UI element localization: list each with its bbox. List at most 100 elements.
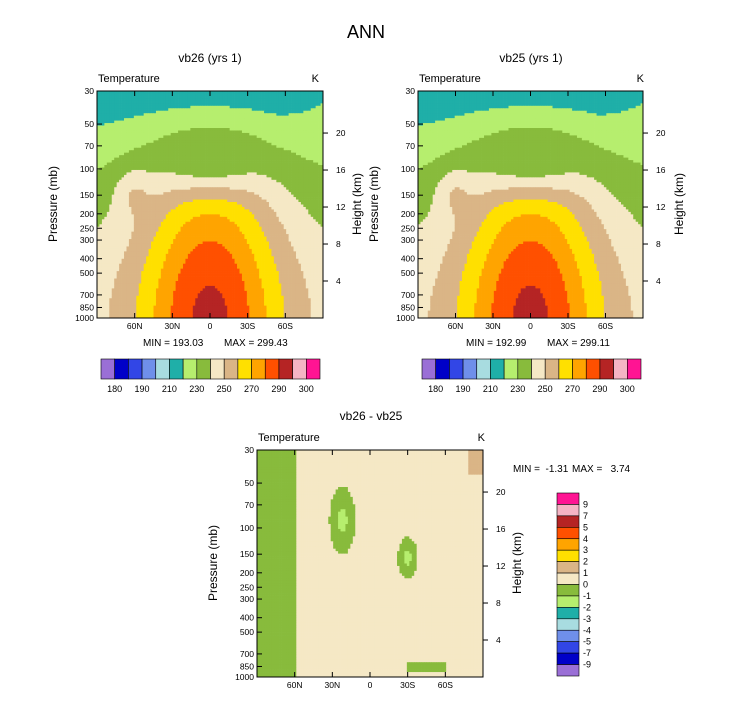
contour-cell	[208, 126, 211, 129]
contour-cell	[168, 126, 171, 129]
contour-cell	[259, 123, 262, 126]
contour-cell	[242, 108, 245, 111]
contour-cell	[212, 123, 215, 126]
contour-cell	[168, 98, 171, 101]
contour-cell	[190, 130, 193, 133]
contour-cell	[306, 140, 309, 143]
contour-cell	[107, 118, 110, 121]
contour-cell	[146, 96, 149, 99]
contour-cell	[298, 113, 301, 116]
contour-cell	[139, 126, 142, 129]
contour-cell	[117, 96, 120, 99]
contour-cell	[274, 130, 277, 133]
contour-cell	[262, 143, 265, 146]
contour-cell	[242, 116, 245, 119]
contour-cell	[119, 116, 122, 119]
contour-cell	[276, 111, 279, 114]
contour-cell	[129, 128, 132, 131]
contour-cell	[217, 126, 220, 129]
contour-cell	[279, 123, 282, 126]
contour-cell	[303, 135, 306, 138]
contour-cell	[284, 96, 287, 99]
contour-cell	[252, 138, 255, 141]
contour-cell	[306, 130, 309, 133]
contour-cell	[222, 103, 225, 106]
contour-cell	[154, 135, 157, 138]
contour-cell	[171, 138, 174, 141]
contour-cell	[129, 130, 132, 133]
contour-cell	[173, 140, 176, 143]
contour-cell	[158, 121, 161, 124]
contour-cell	[306, 121, 309, 124]
contour-cell	[117, 130, 120, 133]
contour-cell	[173, 138, 176, 141]
contour-cell	[141, 126, 144, 129]
contour-cell	[289, 140, 292, 143]
contour-cell	[161, 126, 164, 129]
contour-cell	[269, 128, 272, 131]
contour-cell	[129, 106, 132, 109]
contour-cell	[232, 96, 235, 99]
contour-cell	[301, 103, 304, 106]
contour-cell	[281, 121, 284, 124]
contour-cell	[176, 135, 179, 138]
contour-cell	[178, 128, 181, 131]
contour-cell	[178, 143, 181, 146]
contour-cell	[176, 108, 179, 111]
contour-cell	[102, 93, 105, 96]
contour-cell	[171, 128, 174, 131]
contour-cell	[188, 106, 191, 109]
contour-cell	[276, 140, 279, 143]
contour-cell	[166, 118, 169, 121]
contour-cell	[276, 138, 279, 141]
contour-cell	[210, 140, 213, 143]
contour-cell	[149, 138, 152, 141]
contour-cell	[183, 103, 186, 106]
contour-cell	[254, 143, 257, 146]
contour-cell	[114, 143, 117, 146]
contour-cell	[161, 138, 164, 141]
contour-cell	[200, 101, 203, 104]
contour-cell	[235, 138, 238, 141]
contour-cell	[154, 121, 157, 124]
contour-cell	[291, 93, 294, 96]
contour-cell	[286, 135, 289, 138]
contour-cell	[134, 135, 137, 138]
contour-cell	[311, 121, 314, 124]
contour-cell	[254, 106, 257, 109]
contour-cell	[203, 123, 206, 126]
contour-cell	[144, 123, 147, 126]
contour-cell	[183, 106, 186, 109]
contour-cell	[318, 111, 321, 114]
contour-cell	[271, 121, 274, 124]
contour-cell	[296, 96, 299, 99]
contour-cell	[139, 116, 142, 119]
contour-cell	[269, 118, 272, 121]
contour-cell	[190, 143, 193, 146]
contour-cell	[254, 98, 257, 101]
contour-cell	[163, 111, 166, 114]
contour-cell	[294, 121, 297, 124]
contour-cell	[124, 116, 127, 119]
contour-cell	[195, 140, 198, 143]
contour-cell	[104, 140, 107, 143]
contour-cell	[203, 121, 206, 124]
contour-cell	[109, 130, 112, 133]
contour-cell	[244, 135, 247, 138]
contour-cell	[188, 118, 191, 121]
contour-cell	[271, 103, 274, 106]
contour-cell	[117, 121, 120, 124]
contour-cell	[259, 93, 262, 96]
contour-cell	[286, 128, 289, 131]
contour-cell	[156, 126, 159, 129]
contour-cell	[139, 96, 142, 99]
contour-cell	[249, 118, 252, 121]
contour-cell	[102, 121, 105, 124]
contour-cell	[308, 116, 311, 119]
contour-cell	[144, 135, 147, 138]
contour-cell	[124, 121, 127, 124]
contour-cell	[139, 101, 142, 104]
contour-cell	[298, 130, 301, 133]
contour-cell	[151, 113, 154, 116]
contour-cell	[99, 126, 102, 129]
